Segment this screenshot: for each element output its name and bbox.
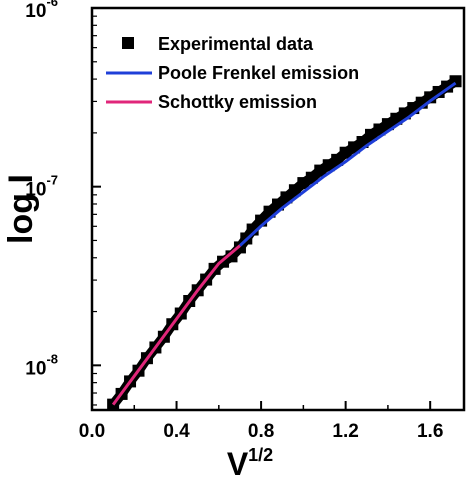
y-tick-label-base: 10 xyxy=(25,180,46,201)
y-tick-label-exp: -7 xyxy=(46,173,58,188)
legend-label-schottky: Schottky emission xyxy=(158,92,317,112)
y-tick-label: 10-6 xyxy=(25,0,58,22)
ticks xyxy=(91,7,432,410)
legend-label-experimental: Experimental data xyxy=(158,34,314,54)
x-axis-title: V1/2 xyxy=(227,445,273,482)
x-tick-label: 0.0 xyxy=(79,421,105,442)
legend-marker-experimental xyxy=(122,37,134,49)
y-tick-label-exp: -8 xyxy=(46,351,58,366)
legend: Experimental data Poole Frenkel emission… xyxy=(106,34,359,112)
x-axis-title-base: V xyxy=(227,446,249,482)
y-tick-label-base: 10 xyxy=(25,1,46,22)
x-tick-label: 0.4 xyxy=(163,421,190,442)
y-tick-label: 10-7 xyxy=(25,173,58,201)
x-axis-title-sup: 1/2 xyxy=(248,445,273,465)
x-tick-label: 1.6 xyxy=(417,421,443,442)
y-tick-label-exp: -6 xyxy=(46,0,58,9)
experimental-markers xyxy=(107,75,462,411)
data-trace xyxy=(109,77,459,408)
tick-labels: 0.0 0.4 0.8 1.2 1.610-810-710-6 xyxy=(25,0,443,442)
fit-lines xyxy=(111,81,457,406)
y-tick-label-base: 10 xyxy=(25,358,46,379)
poole-frenkel-fit-line xyxy=(238,81,457,247)
x-tick-label: 0.8 xyxy=(248,421,274,442)
y-axis-title: log I xyxy=(2,174,40,244)
legend-label-poole-frenkel: Poole Frenkel emission xyxy=(158,63,359,83)
y-tick-label: 10-8 xyxy=(25,351,58,379)
schottky-fit-line xyxy=(111,244,241,406)
x-tick-label: 1.2 xyxy=(332,421,358,442)
plot-frame xyxy=(90,6,466,412)
